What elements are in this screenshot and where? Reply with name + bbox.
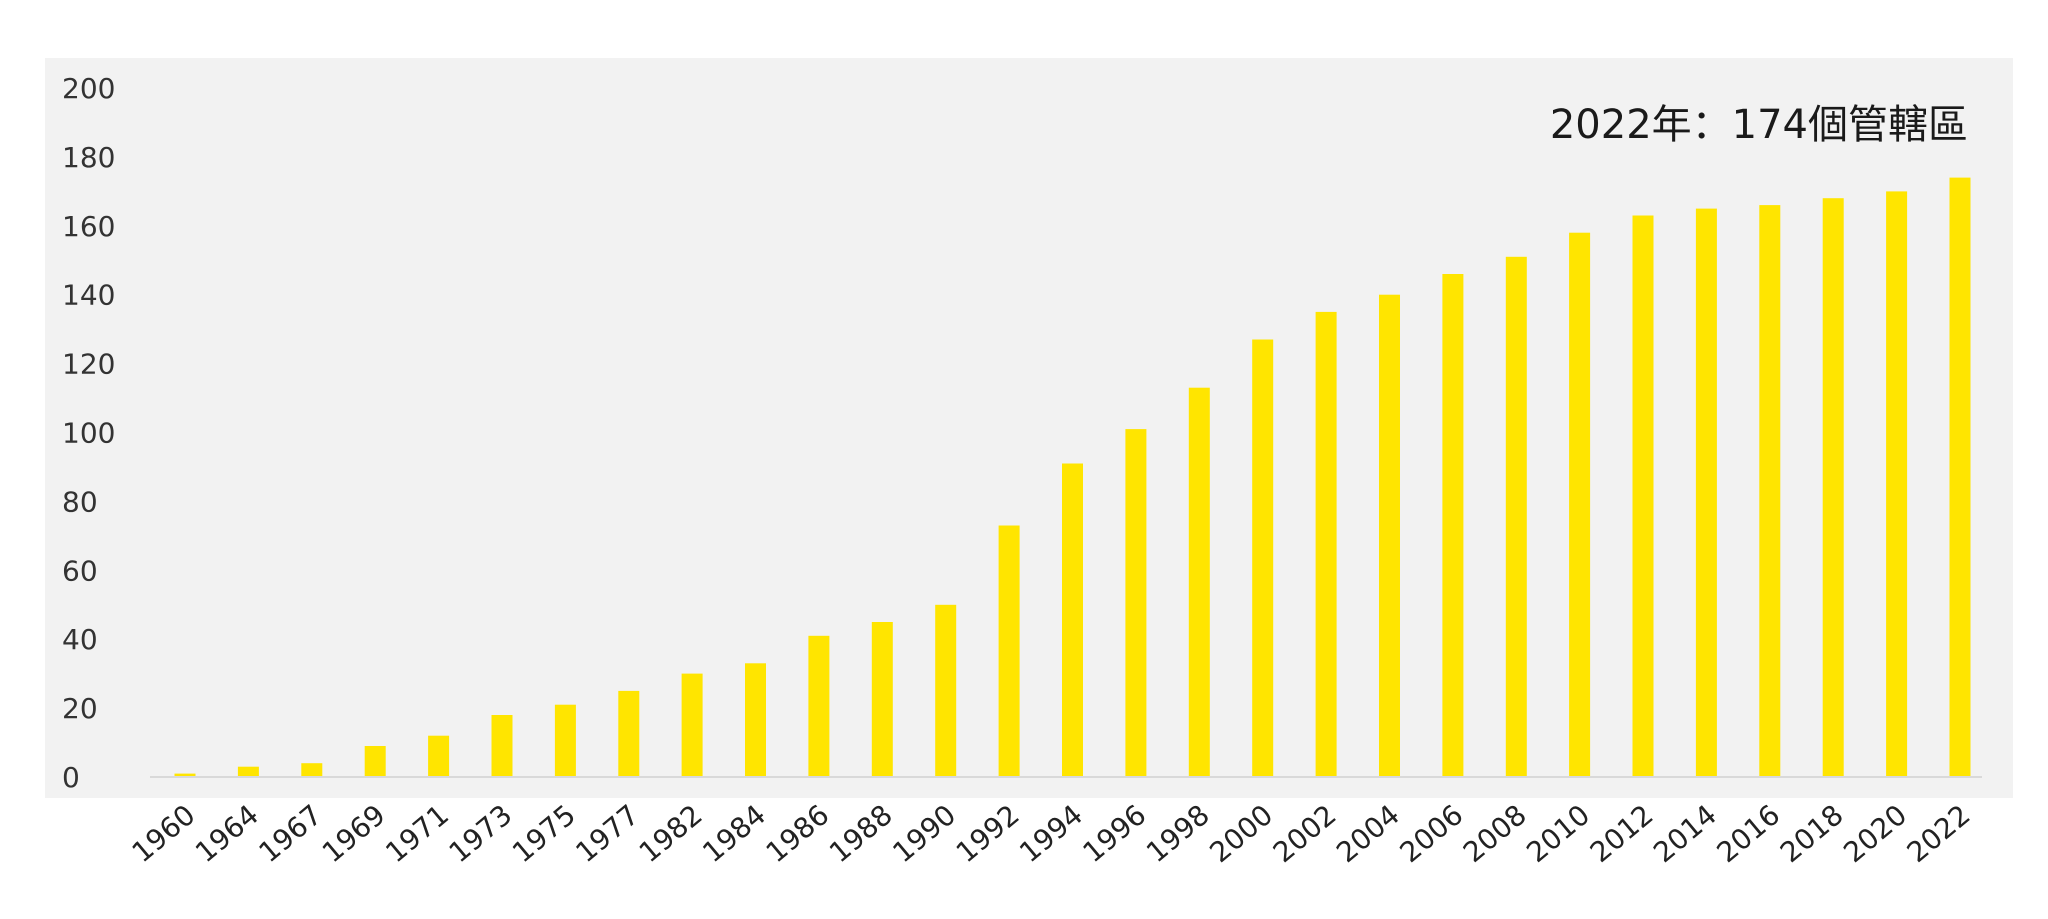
- x-tick-label: 1969: [316, 798, 392, 869]
- bar-2022: [1949, 177, 1971, 778]
- x-tick-label: 2018: [1774, 798, 1850, 869]
- x-tick-label: 2004: [1330, 798, 1406, 869]
- x-tick-label: 1977: [569, 798, 645, 869]
- x-tick-label: 1986: [760, 798, 836, 869]
- bar-2004: [1379, 294, 1400, 777]
- x-tick-label: 1971: [379, 798, 455, 869]
- x-tick-label: 1984: [696, 798, 772, 869]
- bar-1969: [364, 746, 386, 777]
- bar-1982: [681, 673, 703, 777]
- x-tick-label: 2010: [1520, 798, 1596, 869]
- x-tick-label: 1973: [443, 798, 519, 869]
- y-tick-label: 40: [62, 623, 98, 656]
- x-tick-label: 1975: [506, 798, 582, 869]
- x-tick-label: 1990: [886, 798, 962, 869]
- bar-2008: [1505, 256, 1527, 777]
- y-tick-label: 20: [62, 692, 98, 725]
- bar-2014: [1695, 208, 1717, 778]
- bar-2018: [1822, 198, 1844, 777]
- x-tick-label: 2006: [1394, 798, 1470, 869]
- bar-1971: [428, 735, 450, 777]
- bar-2016: [1759, 205, 1781, 778]
- bar-2020: [1886, 191, 1908, 777]
- bar-1964: [237, 766, 259, 777]
- plot-area: [45, 58, 2013, 798]
- x-tick-label: 2020: [1837, 798, 1913, 869]
- bar-1960: [174, 773, 196, 777]
- bar-series: [174, 177, 1971, 778]
- bar-1996: [1125, 429, 1147, 777]
- y-tick-label: 0: [62, 761, 80, 794]
- x-tick-label: 2016: [1711, 798, 1787, 869]
- annotation-label: 2022年：174個管轄區: [1550, 102, 1968, 148]
- x-tick-label: 1998: [1140, 798, 1216, 869]
- bar-1973: [491, 715, 513, 777]
- bar-1977: [618, 690, 640, 777]
- bar-1975: [554, 704, 576, 777]
- bar-1986: [808, 635, 830, 777]
- x-tick-label: 2014: [1647, 798, 1723, 869]
- x-tick-label: 1964: [189, 798, 265, 869]
- y-tick-label: 140: [62, 279, 115, 312]
- x-tick-label: 2002: [1267, 798, 1343, 869]
- y-tick-label: 80: [62, 485, 98, 518]
- y-tick-label: 100: [62, 417, 115, 450]
- bar-1990: [935, 604, 957, 778]
- bar-1998: [1188, 387, 1210, 777]
- x-tick-label: 1967: [252, 798, 328, 869]
- x-tick-label: 1992: [950, 798, 1026, 869]
- x-tick-label: 1982: [633, 798, 709, 869]
- y-tick-label: 180: [62, 141, 115, 174]
- bar-2002: [1315, 311, 1337, 777]
- x-axis: 1960196419671969197119731975197719821984…: [126, 798, 1977, 869]
- x-tick-label: 2000: [1203, 798, 1279, 869]
- y-tick-label: 120: [62, 348, 115, 381]
- bar-2006: [1442, 274, 1464, 777]
- y-tick-label: 200: [62, 72, 115, 105]
- x-tick-label: 2022: [1901, 798, 1977, 869]
- bar-1994: [1062, 463, 1083, 777]
- bar-1967: [301, 763, 323, 777]
- bar-2010: [1569, 232, 1591, 777]
- x-tick-label: 2012: [1584, 798, 1660, 869]
- bar-2012: [1632, 215, 1654, 777]
- bar-1984: [745, 663, 766, 777]
- y-tick-label: 160: [62, 210, 115, 243]
- x-tick-label: 2008: [1457, 798, 1533, 869]
- bar-1988: [871, 622, 893, 777]
- bar-2000: [1252, 339, 1274, 777]
- x-tick-label: 1960: [126, 798, 202, 869]
- y-axis: 0 20 40 60 80 100 120 140 160 180 200: [62, 72, 115, 794]
- x-tick-label: 1994: [1013, 798, 1089, 869]
- y-tick-label: 60: [62, 554, 98, 587]
- bar-1992: [998, 525, 1020, 777]
- x-tick-label: 1996: [1077, 798, 1153, 869]
- x-tick-label: 1988: [823, 798, 899, 869]
